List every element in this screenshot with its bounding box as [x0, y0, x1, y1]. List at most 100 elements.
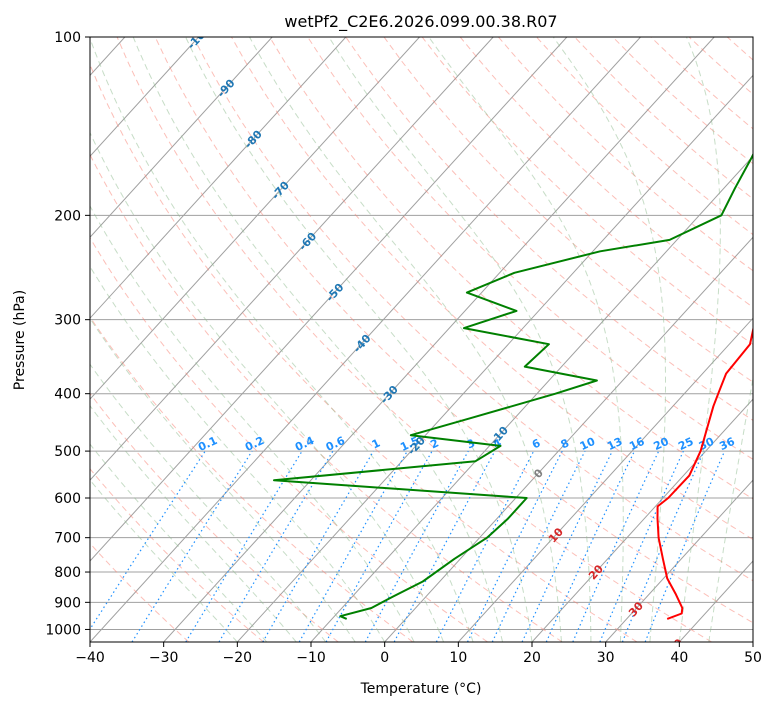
y-tick-label: 100 — [54, 30, 81, 46]
mixing-ratio-label: 20 — [652, 435, 672, 453]
isotherm-line — [236, 74, 753, 642]
moist-adiabat-line — [428, 37, 624, 642]
moist-adiabat-line — [90, 363, 327, 642]
isotherm-line — [90, 37, 347, 319]
dry-adiabat-line — [116, 37, 712, 642]
moist-adiabat-line — [185, 37, 533, 642]
mixing-ratio-label: 16 — [627, 435, 647, 453]
x-tick-label: 20 — [523, 650, 541, 666]
moist-adiabat-line — [90, 265, 386, 642]
y-tick-label: 1000 — [45, 622, 81, 638]
x-tick-label: −30 — [149, 650, 179, 666]
mixing-ratio-line — [364, 450, 469, 642]
isotherm-line — [90, 37, 494, 481]
moist-adiabat-line — [90, 404, 297, 642]
x-tick-label: 30 — [597, 650, 615, 666]
y-tick-label: 900 — [54, 595, 81, 611]
mixing-ratio-label: 10 — [578, 435, 598, 453]
dry-adiabat-line — [536, 37, 753, 236]
mixing-ratio-line — [131, 450, 253, 642]
dry-adiabat-line — [383, 37, 753, 383]
isotherm-line — [90, 37, 420, 400]
moist-adiabat-line — [90, 443, 268, 642]
mixing-ratio-line — [466, 450, 563, 642]
mixing-ratio-label: 36 — [717, 435, 737, 453]
y-tick-label: 300 — [54, 313, 81, 329]
mixing-ratio-label: 6 — [530, 436, 543, 451]
dry-adiabat-line — [574, 37, 753, 200]
dry-adiabat-line — [90, 153, 563, 642]
mixing-ratio-line — [545, 450, 635, 642]
dewpoint-profile-line — [273, 152, 753, 620]
x-axis-title: Temperature (°C) — [360, 681, 482, 697]
x-tick-label: 40 — [670, 650, 688, 666]
y-tick-label: 500 — [54, 444, 81, 460]
mixing-ratio-line — [185, 450, 303, 642]
y-tick-label: 600 — [54, 491, 81, 507]
mixing-ratio-line — [521, 450, 613, 642]
moist-adiabat-line — [90, 479, 238, 642]
isotherm-line — [163, 37, 715, 642]
isotherm-line — [90, 37, 273, 238]
dry-adiabat-line — [192, 37, 753, 582]
y-tick-label: 800 — [54, 565, 81, 581]
y-tick-label: 700 — [54, 531, 81, 547]
dry-adiabat-line — [90, 542, 190, 642]
y-tick-label: 200 — [54, 208, 81, 224]
chart-title: wetPf2_C2E6.2026.099.00.38.R07 — [284, 12, 557, 32]
mixing-ratio-line — [262, 450, 375, 642]
dry-adiabat-line — [688, 37, 753, 95]
isotherm-line — [90, 37, 641, 642]
isotherm-line — [678, 560, 753, 642]
plot-frame — [89, 36, 754, 643]
background-reference-lines — [90, 37, 753, 642]
x-tick-label: −40 — [75, 650, 105, 666]
profile-series — [273, 152, 753, 620]
x-tick-label: 50 — [744, 650, 762, 666]
mixing-ratio-line — [491, 450, 586, 642]
moist-adiabat-line — [90, 131, 445, 642]
moist-adiabat-line — [552, 37, 666, 642]
mixing-ratio-label: 30 — [697, 435, 717, 453]
temperature-profile-line — [656, 325, 753, 620]
mixing-ratio-line — [393, 450, 496, 642]
mixing-ratio-label: 1 — [370, 436, 382, 451]
isotherm-line — [90, 37, 199, 158]
mixing-ratio-line — [599, 450, 684, 642]
isotherm-label: 40 — [666, 636, 686, 656]
mixing-ratio-line — [218, 450, 334, 642]
moist-adiabat-line — [90, 317, 356, 642]
x-tick-label: 10 — [449, 650, 467, 666]
mixing-ratio-line — [90, 450, 206, 631]
dry-adiabat-line — [154, 37, 753, 624]
mixing-ratio-label: 13 — [605, 435, 624, 453]
reference-line-labels: 0.1 0.2 0.4 0.6 1 1.5 2 3 4 6 8 10 13 16 20 25 30 36-100-… — [185, 37, 737, 656]
isotherm-line — [90, 37, 568, 562]
y-axis-ticks: 100 200 300 400 500 600 700 800 900 1000 — [45, 30, 90, 638]
isotherm-line — [605, 479, 753, 642]
moist-adiabat-line — [90, 204, 415, 642]
moist-adiabat-line — [249, 37, 562, 642]
x-tick-label: 0 — [380, 650, 389, 666]
dry-adiabat-line — [90, 468, 264, 642]
mixing-ratio-label: 25 — [676, 435, 695, 453]
x-axis-ticks: −40 −30 −20 −10 0 10 20 30 40 50 — [75, 642, 762, 666]
isotherm-line — [457, 317, 753, 642]
isotherm-line — [752, 641, 753, 642]
dry-adiabat-line — [90, 392, 339, 642]
moist-adiabat-line — [678, 37, 721, 642]
moist-adiabat-line — [328, 37, 592, 642]
x-tick-label: −20 — [223, 650, 253, 666]
mixing-ratio-label: 3 — [465, 436, 477, 451]
dry-adiabat-line — [231, 37, 753, 541]
dry-adiabat-line — [269, 37, 753, 500]
dry-adiabat-line — [90, 316, 414, 642]
dry-adiabat-line — [90, 236, 488, 642]
isotherm-line — [531, 398, 753, 642]
dry-adiabat-line — [307, 37, 753, 460]
isotherm-line — [384, 236, 753, 642]
moist-adiabat-line — [708, 375, 753, 642]
dry-adiabat-line — [459, 37, 753, 308]
x-tick-label: −10 — [296, 650, 326, 666]
